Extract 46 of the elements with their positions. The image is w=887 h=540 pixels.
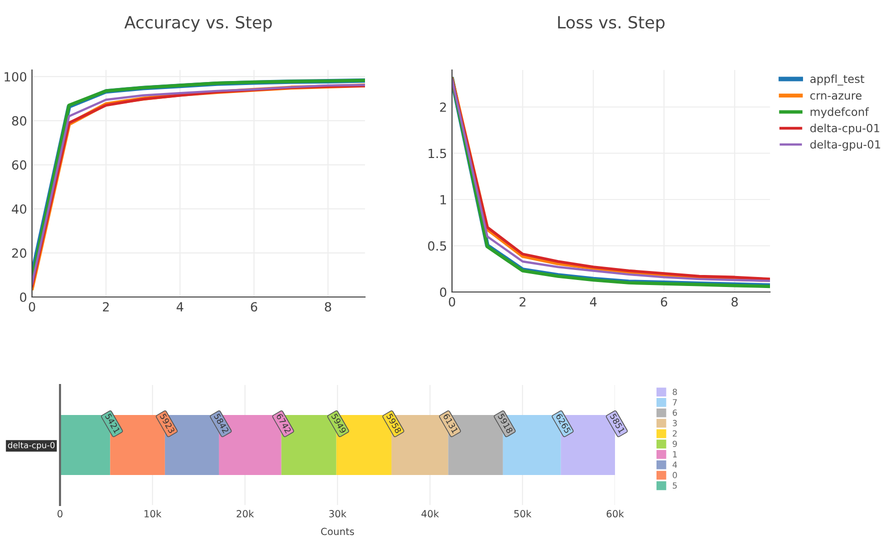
y-tick-label: 100	[4, 72, 26, 82]
legend-label: 8	[672, 388, 677, 396]
legend-label: 7	[672, 399, 677, 406]
y-tick-label: 2	[440, 102, 446, 112]
x-tick-label: 2	[520, 297, 526, 306]
x-tick-label: 50k	[514, 510, 532, 518]
y-tick-label: 1.5	[428, 148, 446, 158]
x-tick-label: 6	[250, 302, 258, 312]
legend-label: appfl_test	[810, 74, 864, 86]
x-tick-label: 4	[590, 297, 597, 306]
legend-label: 6	[672, 410, 677, 416]
legend-label: delta-gpu-01	[810, 140, 880, 151]
x-tick-label: 2	[102, 302, 109, 312]
chart-title: Loss vs. Step	[558, 16, 665, 32]
y-tick-label: delta-cpu-0	[8, 442, 55, 450]
y-tick-label: 80	[12, 116, 26, 126]
x-tick-label: 0	[58, 510, 62, 518]
y-tick-label: 60	[12, 160, 26, 170]
x-tick-label: 60k	[606, 510, 624, 518]
chart-title: Accuracy vs. Step	[124, 16, 272, 32]
x-axis-title: Counts	[321, 528, 354, 536]
legend-label: 1	[673, 451, 677, 458]
x-tick-label: 6	[660, 297, 668, 307]
x-tick-label: 0	[448, 297, 456, 307]
y-tick-label: 0.5	[428, 241, 446, 251]
legend-label: 9	[672, 440, 677, 448]
legend-label: 4	[672, 462, 678, 468]
x-tick-label: 4	[176, 302, 184, 312]
y-tick-label: 1	[440, 195, 446, 204]
x-tick-label: 30k	[329, 510, 346, 518]
x-tick-label: 0	[28, 302, 36, 312]
x-tick-label: 20k	[236, 510, 254, 518]
legend-label: mydefconf	[810, 107, 869, 118]
legend-label: 2	[672, 430, 677, 437]
x-tick-label: 8	[732, 297, 738, 307]
legend-label: 0	[672, 472, 677, 478]
legend-label: delta-cpu-01	[810, 124, 880, 134]
legend-label: 3	[672, 420, 677, 426]
legend-label: 5	[672, 482, 677, 489]
x-tick-label: 10k	[144, 510, 162, 518]
y-tick-label: 40	[12, 204, 26, 214]
legend-label: crn-azure	[810, 93, 862, 100]
y-tick-label: 0	[440, 287, 446, 297]
x-tick-label: 8	[324, 302, 332, 312]
x-tick-label: 40k	[421, 510, 439, 518]
y-tick-label: 20	[12, 248, 26, 258]
